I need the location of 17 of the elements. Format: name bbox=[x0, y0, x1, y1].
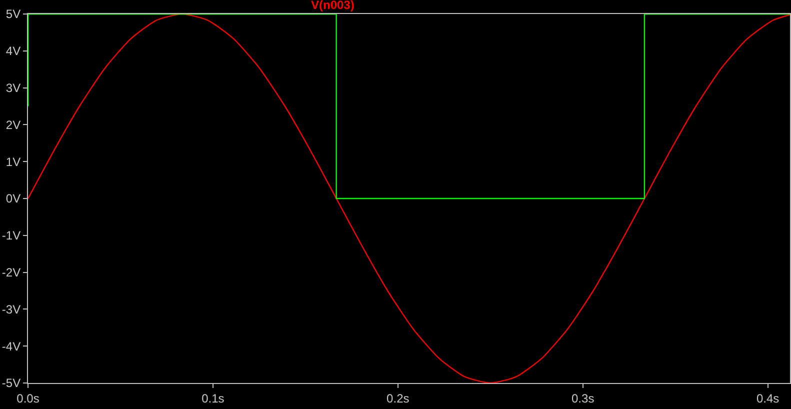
y-tick-label: -3V bbox=[2, 302, 21, 316]
y-tick-label: 3V bbox=[6, 81, 21, 95]
y-tick-label: 5V bbox=[6, 7, 21, 22]
y-tick-label: 4V bbox=[6, 44, 21, 58]
x-tick-label: 0.0s bbox=[16, 391, 40, 406]
x-tick-label: 0.4s bbox=[756, 391, 780, 406]
x-tick-label: 0.1s bbox=[202, 391, 224, 406]
x-tick-label: 0.2s bbox=[386, 391, 410, 406]
y-tick-label: -4V bbox=[2, 339, 21, 354]
text: V(n003) bbox=[311, 0, 354, 12]
y-tick-label: 1V bbox=[6, 154, 21, 169]
y-tick-label: 2V bbox=[6, 118, 21, 132]
y-tick-label: -1V bbox=[2, 228, 21, 243]
x-tick-label: 0.3s bbox=[572, 391, 594, 406]
y-tick-label: -5V bbox=[2, 376, 21, 390]
y-tick-label: 0V bbox=[6, 192, 21, 206]
y-tick-label: -2V bbox=[2, 266, 21, 280]
